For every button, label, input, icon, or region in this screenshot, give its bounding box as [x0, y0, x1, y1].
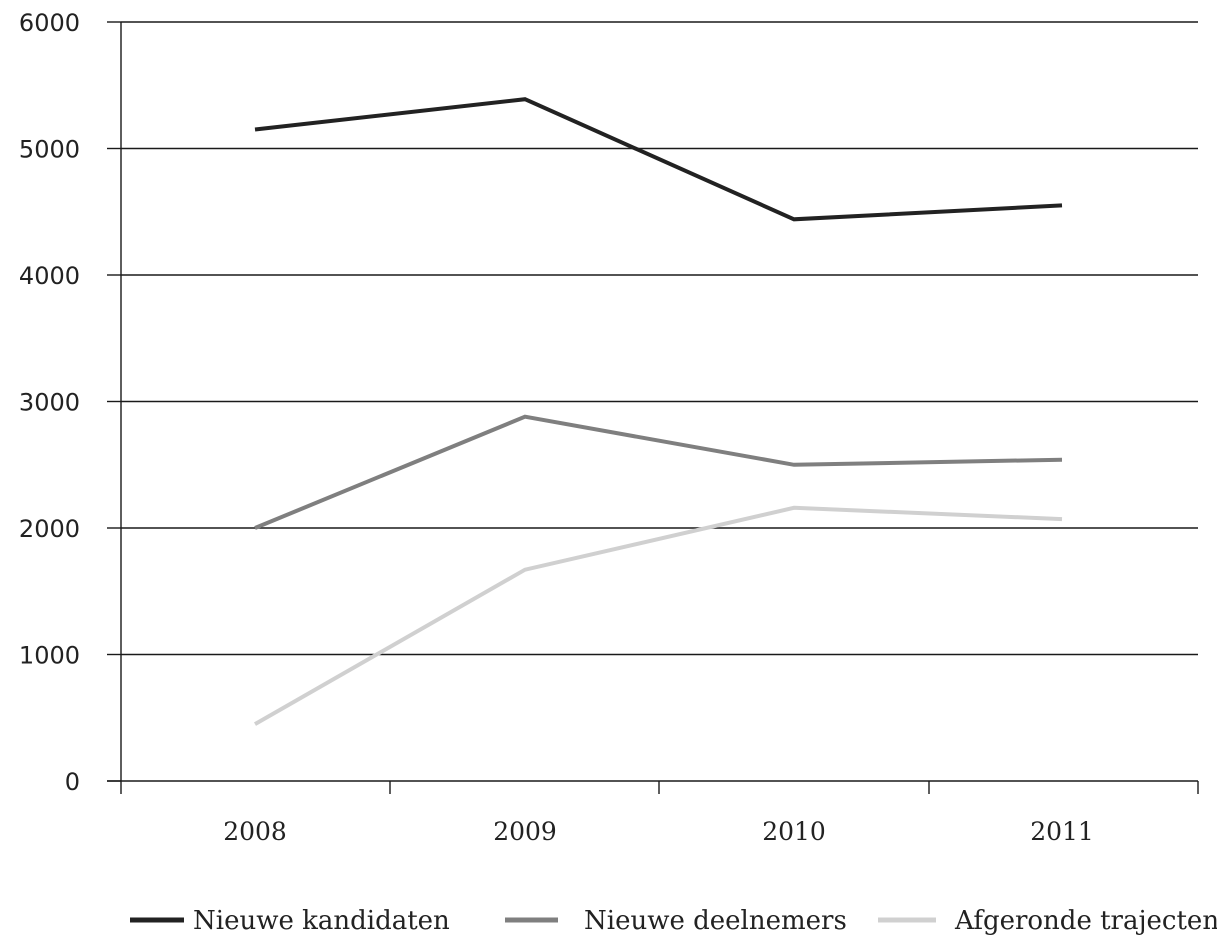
x-tick-label: 2008 [223, 817, 287, 846]
series-lines [254, 97, 1063, 726]
y-tick-label: 3000 [19, 389, 80, 417]
y-tick-label: 6000 [19, 9, 80, 37]
series-line-1 [254, 97, 1063, 222]
legend-label: Nieuwe kandidaten [193, 906, 450, 936]
y-tick-label: 5000 [19, 136, 80, 164]
series-line-3 [254, 505, 1063, 726]
legend: Nieuwe kandidaten Nieuwe deelnemers Afgero… [130, 906, 1217, 936]
x-tick-label: 2009 [493, 817, 557, 846]
y-axis-ticks: 0 1000 2000 3000 4000 5000 6000 [19, 9, 121, 796]
x-tick-label: 2010 [762, 817, 826, 846]
gridlines [121, 21, 1198, 656]
y-tick-label: 2000 [19, 515, 80, 543]
y-tick-label: 4000 [19, 262, 80, 290]
legend-label: Nieuwe deelnemers [584, 906, 847, 936]
y-tick-label: 0 [65, 768, 80, 796]
legend-label: Afgeronde trajecten [954, 906, 1217, 936]
series-line-2 [254, 414, 1063, 530]
x-tick-label: 2011 [1030, 817, 1094, 846]
y-tick-label: 1000 [19, 642, 80, 670]
x-axis-ticks: 2008 2009 2010 2011 [120, 781, 1199, 846]
